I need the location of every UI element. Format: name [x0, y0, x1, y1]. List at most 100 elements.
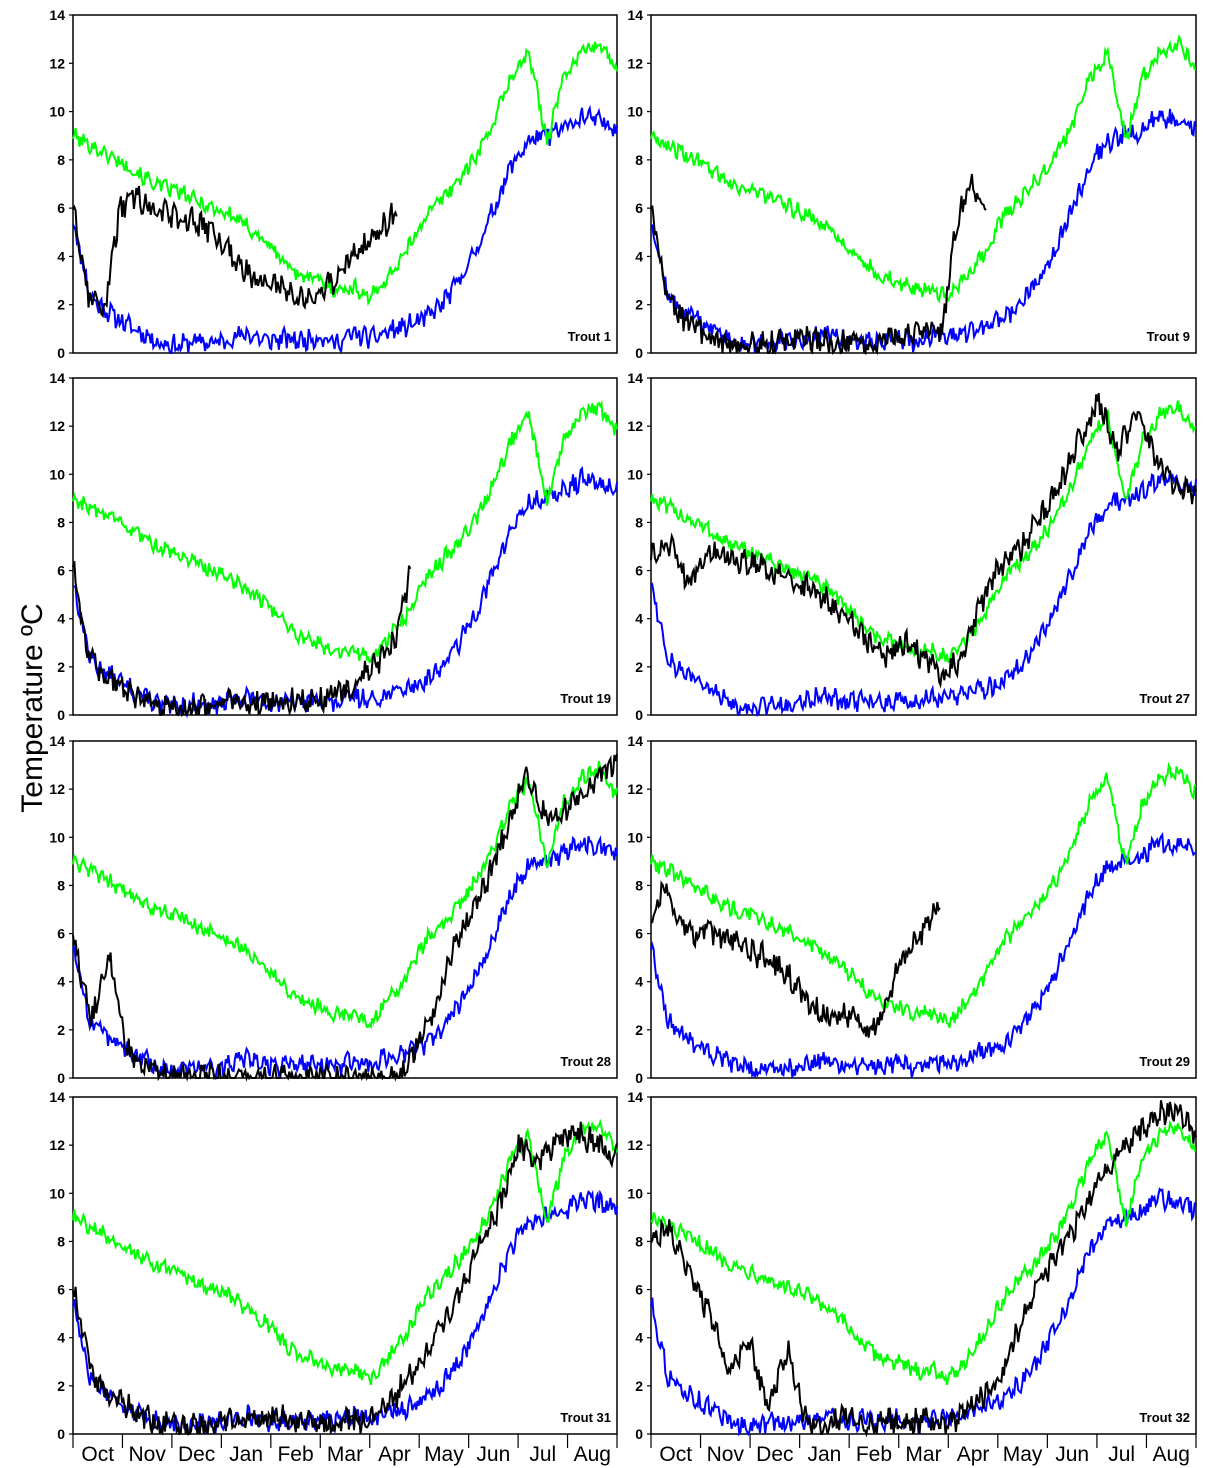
y-tick-label: 0 [57, 345, 65, 361]
panel-label: Trout 31 [560, 1410, 611, 1425]
y-tick-label: 10 [49, 1185, 65, 1201]
panel-label: Trout 28 [560, 1054, 611, 1069]
month-label: Oct [659, 1443, 692, 1466]
y-tick-label: 4 [635, 1330, 643, 1346]
y-tick-label: 8 [57, 514, 65, 530]
y-tick-label: 6 [57, 926, 65, 942]
panel-trout-29: 0 2 4 6 8 10 12 14 Trout 29 [627, 733, 1197, 1086]
y-tick-label: 12 [49, 55, 65, 71]
y-tick-label: 12 [49, 418, 65, 434]
series-green [72, 41, 618, 307]
y-tick-label: 6 [635, 200, 643, 216]
series-black [72, 560, 412, 717]
y-tick-label: 12 [627, 781, 643, 797]
series-black [72, 1121, 618, 1436]
y-tick-label: 8 [57, 1233, 65, 1249]
y-tick-label: 8 [635, 1233, 643, 1249]
y-tick-label: 8 [635, 514, 643, 530]
series-black [650, 880, 941, 1038]
panel-trout-28: 0 2 4 6 8 10 12 14 Trout 28 [49, 733, 618, 1086]
y-tick-label: 8 [57, 877, 65, 893]
panel-trout-9: 0 2 4 6 8 10 12 14 Trout 9 [627, 7, 1197, 361]
series-blue [650, 831, 1196, 1079]
month-label: May [424, 1443, 464, 1466]
y-tick-label: 10 [627, 829, 643, 845]
y-tick-label: 4 [57, 248, 65, 264]
y-tick-label: 14 [627, 370, 643, 386]
y-tick-label: 10 [627, 466, 643, 482]
panel-trout-19: 0 2 4 6 8 10 12 14 Trout 19 [49, 370, 618, 723]
panel-label: Trout 9 [1147, 329, 1190, 344]
month-label: Dec [756, 1443, 793, 1466]
y-tick-label: 6 [57, 563, 65, 579]
y-tick-label: 14 [49, 733, 65, 749]
panel-label: Trout 27 [1139, 691, 1190, 706]
y-tick-label: 12 [627, 1137, 643, 1153]
y-tick-label: 6 [635, 1282, 643, 1298]
y-tick-label: 14 [49, 370, 65, 386]
y-tick-label: 2 [635, 659, 643, 675]
series-blue [650, 469, 1197, 717]
y-tick-label: 6 [635, 563, 643, 579]
series-blue [72, 835, 618, 1081]
series-black [650, 392, 1197, 689]
y-tick-label: 0 [635, 707, 643, 723]
series-green [72, 1118, 618, 1386]
month-label: Mar [327, 1443, 363, 1466]
y-tick-label: 2 [635, 1022, 643, 1038]
month-label: Nov [129, 1443, 167, 1466]
month-label: Feb [277, 1443, 313, 1466]
y-tick-label: 6 [635, 926, 643, 942]
y-tick-label: 10 [627, 1185, 643, 1201]
series-black [72, 753, 618, 1082]
panel-frame [72, 1096, 618, 1435]
series-green [72, 760, 618, 1030]
y-tick-label: 12 [49, 1137, 65, 1153]
series-blue [650, 108, 1197, 356]
month-label: May [1003, 1443, 1043, 1466]
panel-frame [650, 740, 1197, 1079]
y-tick-label: 10 [49, 829, 65, 845]
month-label: Jul [1108, 1443, 1135, 1466]
y-tick-label: 14 [49, 1089, 65, 1105]
month-label: Mar [905, 1443, 941, 1466]
month-label: Jan [807, 1443, 841, 1466]
series-blue [72, 104, 618, 355]
y-tick-label: 2 [57, 1022, 65, 1038]
panel-frame [72, 377, 618, 716]
y-tick-label: 0 [635, 1426, 643, 1442]
y-tick-label: 14 [627, 733, 643, 749]
y-tick-label: 2 [57, 1378, 65, 1394]
y-tick-label: 4 [57, 1330, 65, 1346]
series-green [72, 400, 618, 664]
y-tick-label: 0 [635, 345, 643, 361]
series-blue [72, 465, 618, 719]
month-label: Apr [378, 1443, 411, 1466]
y-tick-label: 8 [57, 152, 65, 168]
series-blue [72, 1189, 618, 1436]
month-label: Aug [574, 1443, 611, 1466]
y-tick-label: 4 [635, 611, 643, 627]
panel-label: Trout 19 [560, 691, 611, 706]
y-tick-label: 8 [635, 877, 643, 893]
y-tick-label: 0 [635, 1070, 643, 1086]
y-axis-label: Temperature ºC [16, 603, 49, 812]
panel-trout-1: 0 2 4 6 8 10 12 14 Trout 1 [49, 7, 618, 361]
y-tick-label: 12 [627, 418, 643, 434]
series-green [650, 1119, 1197, 1386]
y-tick-label: 0 [57, 1426, 65, 1442]
panel-trout-31: 0 2 4 6 8 10 12 14 Trout 31 Oct Nov Dec Jan Feb Mar Apr… [49, 1089, 618, 1466]
month-label: Aug [1153, 1443, 1190, 1466]
y-tick-label: 6 [57, 1282, 65, 1298]
y-tick-label: 14 [627, 1089, 643, 1105]
series-blue [650, 1187, 1197, 1437]
series-black [650, 173, 987, 356]
month-label: Jul [529, 1443, 556, 1466]
y-tick-label: 2 [635, 1378, 643, 1394]
panel-frame [650, 1096, 1197, 1435]
y-tick-label: 12 [49, 781, 65, 797]
y-tick-label: 2 [57, 659, 65, 675]
panel-frame [650, 377, 1197, 716]
month-label: Jun [1055, 1443, 1089, 1466]
y-tick-label: 14 [627, 7, 643, 23]
